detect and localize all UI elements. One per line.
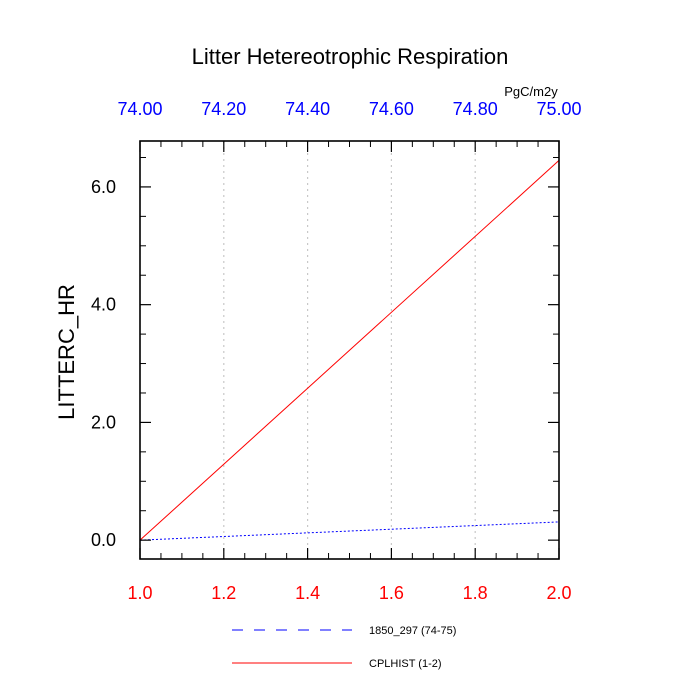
legend: 1850_297 (74-75) CPLHIST (1-2) bbox=[232, 625, 456, 670]
x-top-tick-label: 74.80 bbox=[453, 99, 498, 119]
legend-label: 1850_297 (74-75) bbox=[369, 625, 456, 637]
x-top-tick-label: 74.20 bbox=[201, 99, 246, 119]
units-label: PgC/m2y bbox=[504, 84, 558, 99]
x-tick-label: 1.4 bbox=[295, 583, 320, 603]
y-tick-label: 4.0 bbox=[91, 295, 116, 315]
chart-title: Litter Hetereotrophic Respiration bbox=[192, 44, 509, 69]
series-line bbox=[139, 521, 560, 541]
y-axis-label: LITTERC_HR bbox=[54, 284, 79, 420]
y-tick-label: 2.0 bbox=[91, 412, 116, 432]
series-line bbox=[139, 160, 560, 541]
x-tick-label: 1.0 bbox=[127, 583, 152, 603]
y-tick-label: 0.0 bbox=[91, 530, 116, 550]
x-tick-label: 1.2 bbox=[211, 583, 236, 603]
axis-ticks bbox=[139, 141, 560, 559]
tick-labels: 1.0 1.2 1.4 1.6 1.8 2.0 74.00 74.20 74.40 74.60 74… bbox=[91, 99, 582, 603]
series-lines bbox=[139, 160, 560, 541]
x-top-tick-label: 74.40 bbox=[285, 99, 330, 119]
x-top-tick-label: 74.60 bbox=[369, 99, 414, 119]
grid-lines bbox=[223, 141, 476, 559]
y-tick-label: 6.0 bbox=[91, 177, 116, 197]
x-top-tick-label: 74.00 bbox=[117, 99, 162, 119]
x-tick-label: 2.0 bbox=[546, 583, 571, 603]
legend-label: CPLHIST (1-2) bbox=[369, 658, 442, 670]
x-top-tick-label: 75.00 bbox=[536, 99, 581, 119]
x-tick-label: 1.6 bbox=[379, 583, 404, 603]
x-tick-label: 1.8 bbox=[463, 583, 488, 603]
